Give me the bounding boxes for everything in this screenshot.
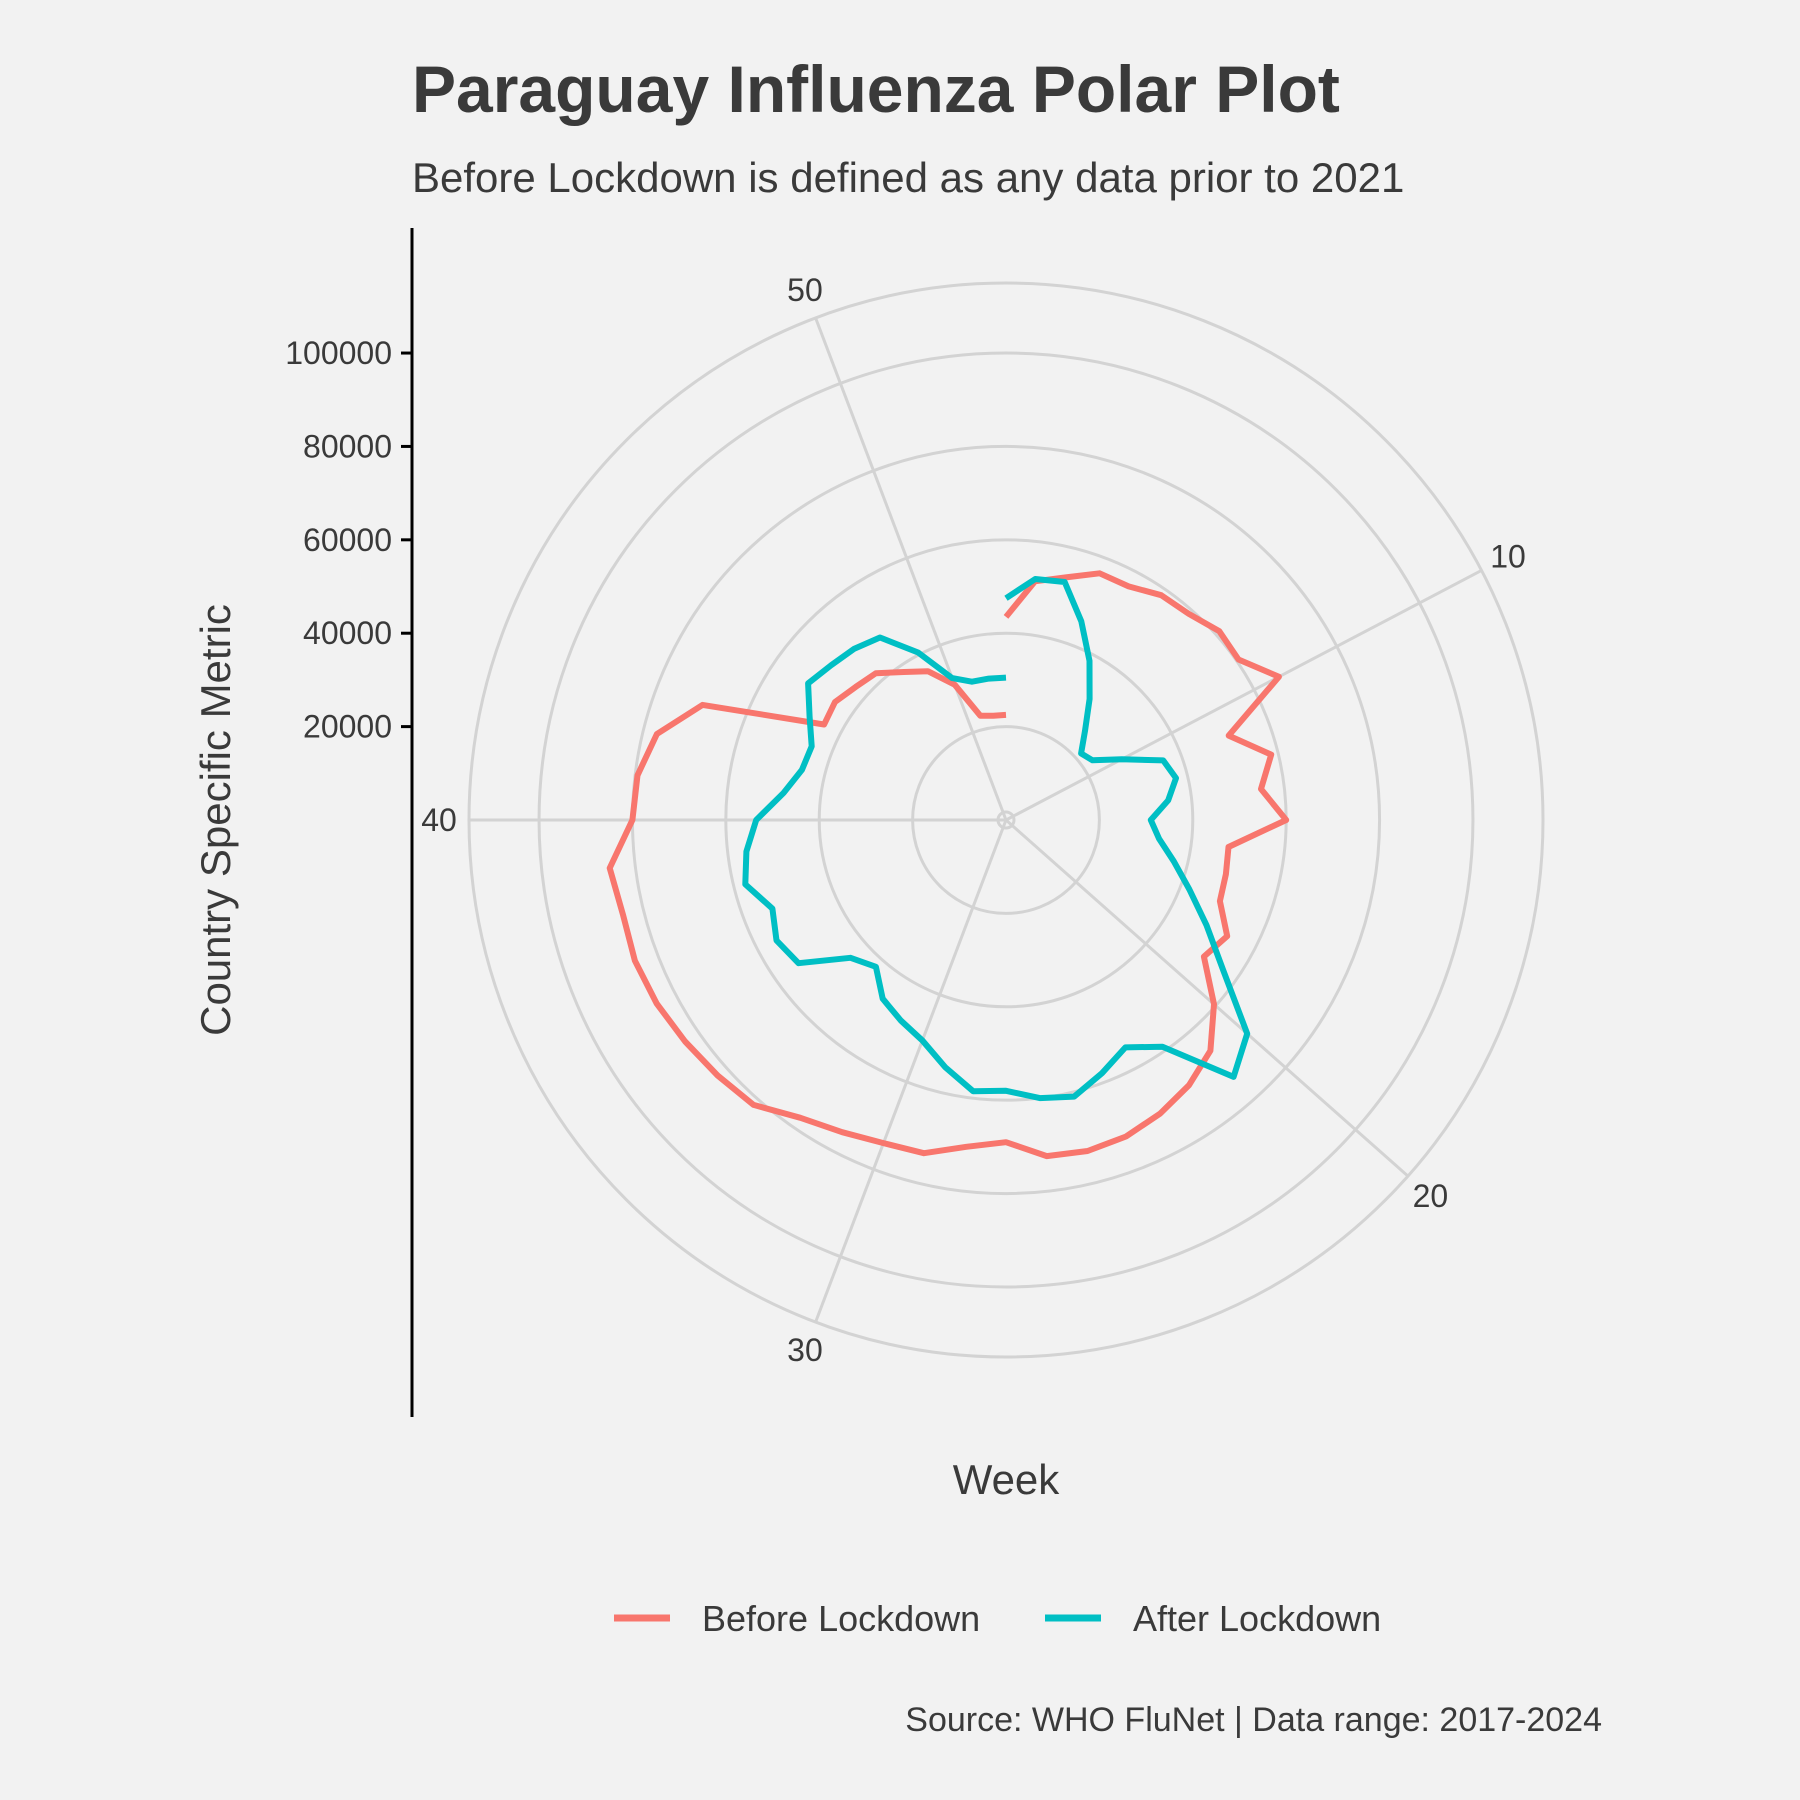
y-tick-label-4: 100000 <box>285 335 392 371</box>
series-lines <box>606 570 1290 1160</box>
week-tick-label-1: 20 <box>1413 1178 1449 1214</box>
caption: Source: WHO FluNet | Data range: 2017-20… <box>905 1701 1602 1739</box>
y-tick-label-1: 40000 <box>303 615 392 651</box>
y-tick-label-3: 80000 <box>303 428 392 464</box>
x-axis-title: Week <box>953 1456 1061 1503</box>
week-tick-label-3: 40 <box>421 802 457 838</box>
week-tick-label-4: 50 <box>787 272 823 308</box>
week-tick-label-0: 10 <box>1490 539 1526 575</box>
y-tick-label-0: 20000 <box>303 709 392 745</box>
grid-spoke-4 <box>814 317 1008 821</box>
grid-spoke-2 <box>814 819 1008 1323</box>
grid-spoke-0 <box>1005 569 1483 822</box>
series-line-1 <box>742 576 1251 1102</box>
y-tick-label-2: 60000 <box>303 522 392 558</box>
y-axis-title: Country Specific Metric <box>192 604 239 1036</box>
series-line-0 <box>606 570 1290 1160</box>
legend-label-after-lockdown: After Lockdown <box>1133 1598 1381 1639</box>
chart-subtitle: Before Lockdown is defined as any data p… <box>412 154 1404 201</box>
grid-spoke-1 <box>1005 818 1409 1178</box>
week-tick-labels: 10 20 30 40 50 <box>421 272 1526 1368</box>
y-axis-ticks: 20000 40000 60000 80000 100000 <box>285 335 412 745</box>
legend: Before Lockdown After Lockdown <box>614 1598 1381 1639</box>
legend-label-before-lockdown: Before Lockdown <box>702 1598 980 1639</box>
week-tick-label-2: 30 <box>787 1332 823 1368</box>
chart-title: Paraguay Influenza Polar Plot <box>412 52 1340 126</box>
